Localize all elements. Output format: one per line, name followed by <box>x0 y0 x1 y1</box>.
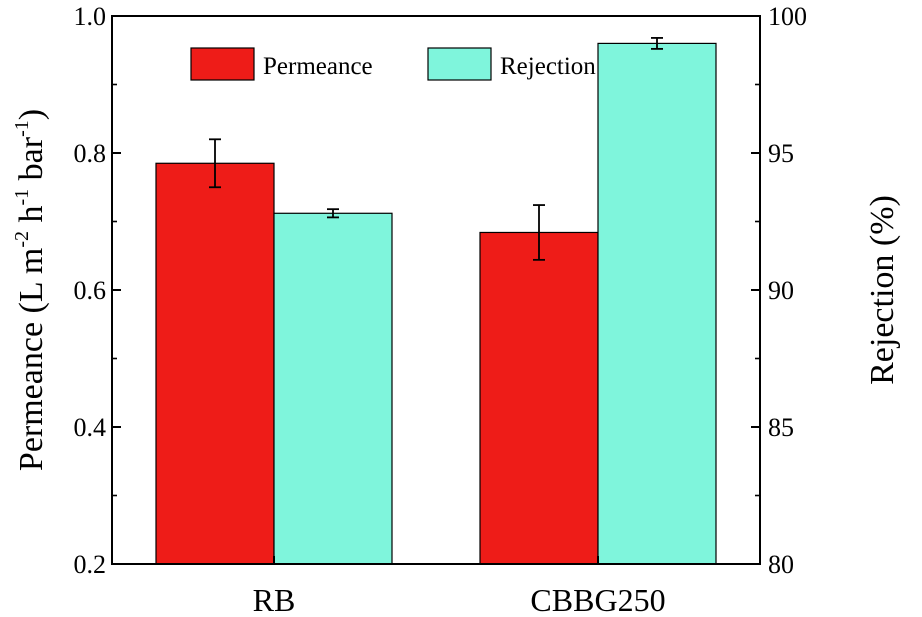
chart-marks <box>155 37 717 565</box>
legend: Permeance Rejection <box>190 47 596 81</box>
y-left-tick-label: 0.8 <box>74 139 107 168</box>
legend-swatch-rejection <box>427 47 492 81</box>
axes: RB CBBG250 0.2 0.4 0.6 0.8 1.0 80 85 90 95 100 <box>74 2 808 617</box>
y-axis-left-label-part: Permeance (L m <box>13 248 50 471</box>
y-right-tick-label: 100 <box>768 2 807 31</box>
y-axis-right-label: Rejection (%) <box>864 195 901 385</box>
y-left-tick-label: 0.6 <box>74 276 107 305</box>
y-axis-left-label-superscript: -2 <box>11 231 33 248</box>
y-axis-left-label-superscript: -1 <box>11 189 33 206</box>
y-left-tick-label: 0.2 <box>74 550 107 579</box>
bar-permeance-cbbg250 <box>479 231 599 565</box>
x-tick-label: RB <box>253 582 296 617</box>
y-axis-left-label-part: bar <box>13 136 50 189</box>
y-left-tick-label: 1.0 <box>74 2 107 31</box>
y-left-tick-label: 0.4 <box>74 413 107 442</box>
y-axis-left-label-part: ) <box>13 109 50 120</box>
bar-rejection-rb <box>273 212 393 565</box>
y-right-tick-label: 80 <box>768 550 794 579</box>
y-right-tick-label: 90 <box>768 276 794 305</box>
bar-rejection-cbbg250 <box>597 42 717 565</box>
y-right-tick-label: 85 <box>768 413 794 442</box>
legend-swatch-permeance <box>190 47 255 81</box>
y-axis-left-label-superscript: -1 <box>11 120 33 137</box>
legend-label-rejection: Rejection <box>500 53 596 80</box>
y-axis-left-label: Permeance (L m-2 h-1 bar-1) <box>11 109 50 471</box>
x-tick-label: CBBG250 <box>530 582 665 617</box>
bar-permeance-rb <box>155 162 275 565</box>
legend-label-permeance: Permeance <box>263 53 373 80</box>
y-right-tick-label: 95 <box>768 139 794 168</box>
y-axis-left-label-part: h <box>13 206 50 232</box>
